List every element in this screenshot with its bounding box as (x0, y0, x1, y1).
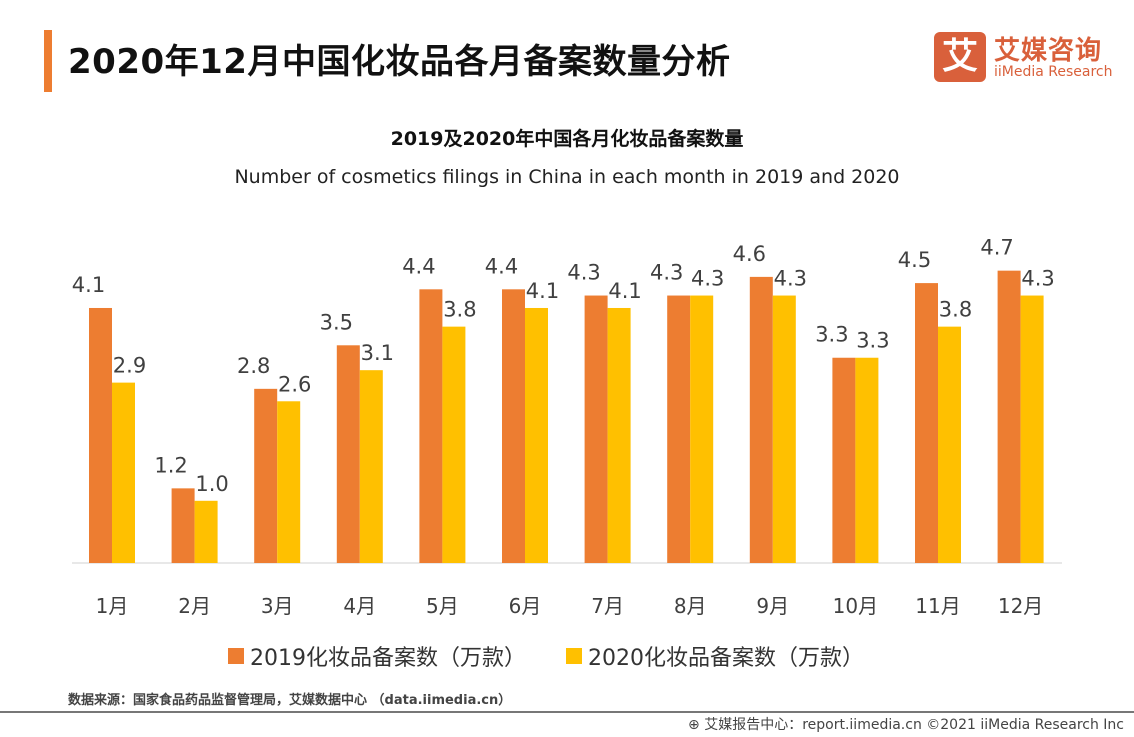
bar-2020 (938, 326, 961, 563)
x-tick-label: 4月 (343, 594, 376, 618)
bar-2020 (607, 307, 631, 563)
bar-2020 (442, 326, 466, 563)
bar-2019 (667, 295, 691, 563)
footer-credit-text: 艾媒报告中心：report.iimedia.cn ©2021 iiMedia R… (704, 717, 1124, 733)
data-label: 4.3 (1021, 267, 1054, 291)
bar-2019 (997, 270, 1021, 563)
x-tick-label: 9月 (756, 594, 789, 618)
data-label: 4.1 (72, 273, 105, 297)
x-tick-label: 5月 (426, 594, 459, 618)
title-accent-bar (44, 30, 52, 92)
bar-2020 (112, 382, 135, 563)
data-label: 2.6 (278, 372, 311, 396)
x-tick-label: 11月 (915, 594, 960, 618)
data-label: 4.4 (402, 254, 435, 278)
data-label: 4.3 (691, 267, 724, 291)
data-label: 4.4 (485, 254, 518, 278)
legend-swatch-2020 (566, 648, 582, 664)
bar-2020 (855, 357, 879, 563)
data-label: 3.8 (939, 298, 972, 322)
bar-2020 (525, 307, 548, 563)
x-tick-label: 2月 (178, 594, 211, 618)
legend-label-2019: 2019化妆品备案数（万款） (250, 646, 526, 671)
logo-cn: 艾媒咨询 (994, 36, 1103, 66)
bar-2020 (690, 295, 714, 563)
bar-2019 (502, 289, 525, 563)
bar-2020 (359, 370, 383, 563)
data-label: 3.3 (856, 329, 889, 353)
legend-swatch-2019 (228, 648, 244, 664)
chart-subtitle: Number of cosmetics filings in China in … (234, 166, 900, 188)
bar-2019 (749, 276, 773, 563)
bar-2019 (419, 289, 443, 563)
bar-2019 (336, 345, 360, 563)
data-label: 3.3 (815, 323, 848, 347)
data-label: 4.1 (526, 279, 559, 303)
bar-2019 (89, 307, 112, 563)
bar-2020 (1020, 295, 1044, 563)
data-label: 3.1 (361, 341, 394, 365)
data-label: 4.6 (733, 242, 766, 266)
data-label: 1.0 (195, 472, 228, 496)
legend: 2019化妆品备案数（万款） 2020化妆品备案数（万款） (228, 640, 864, 672)
x-tick-label: 1月 (96, 594, 129, 618)
legend-item-2020: 2020化妆品备案数（万款） (566, 640, 864, 672)
data-label: 4.7 (980, 236, 1013, 260)
logo-en: iiMedia Research (994, 64, 1113, 80)
data-label: 4.3 (774, 267, 807, 291)
legend-label-2020: 2020化妆品备案数（万款） (588, 646, 864, 671)
x-tick-label: 8月 (674, 594, 707, 618)
bar-2019 (832, 357, 856, 563)
x-tick-label: 7月 (591, 594, 624, 618)
footer-credit: ⊕ 艾媒报告中心：report.iimedia.cn ©2021 iiMedia… (688, 717, 1124, 733)
x-tick-label: 6月 (509, 594, 542, 618)
data-source: 数据来源：国家食品药品监督管理局，艾媒数据中心 （data.iimedia.cn… (68, 693, 512, 708)
data-label: 2.9 (113, 354, 146, 378)
bar-2019 (254, 388, 278, 563)
logo: 艾 艾媒咨询 iiMedia Research (934, 32, 1134, 84)
x-tick-label: 12月 (998, 594, 1043, 618)
bar-2020 (194, 500, 218, 563)
bar-2020 (277, 401, 301, 563)
data-label: 4.3 (567, 261, 600, 285)
bar-2019 (171, 488, 195, 563)
bar-2019 (584, 295, 608, 563)
x-tick-label: 3月 (261, 594, 294, 618)
data-label: 1.2 (154, 453, 187, 477)
data-label: 4.1 (608, 279, 641, 303)
chart-title: 2019及2020年中国各月化妆品备案数量 (390, 128, 744, 150)
data-label: 4.3 (650, 261, 683, 285)
data-label: 4.5 (898, 248, 931, 272)
data-label: 2.8 (237, 354, 270, 378)
x-tick-label: 10月 (833, 594, 878, 618)
bar-2020 (772, 295, 796, 563)
bar-2019 (915, 283, 938, 563)
legend-item-2019: 2019化妆品备案数（万款） (228, 640, 526, 672)
data-label: 3.8 (443, 298, 476, 322)
page-title: 2020年12月中国化妆品各月备案数量分析 (68, 42, 731, 82)
footer-divider (0, 711, 1134, 713)
logo-mark: 艾 (934, 32, 986, 82)
data-label: 3.5 (320, 310, 353, 334)
